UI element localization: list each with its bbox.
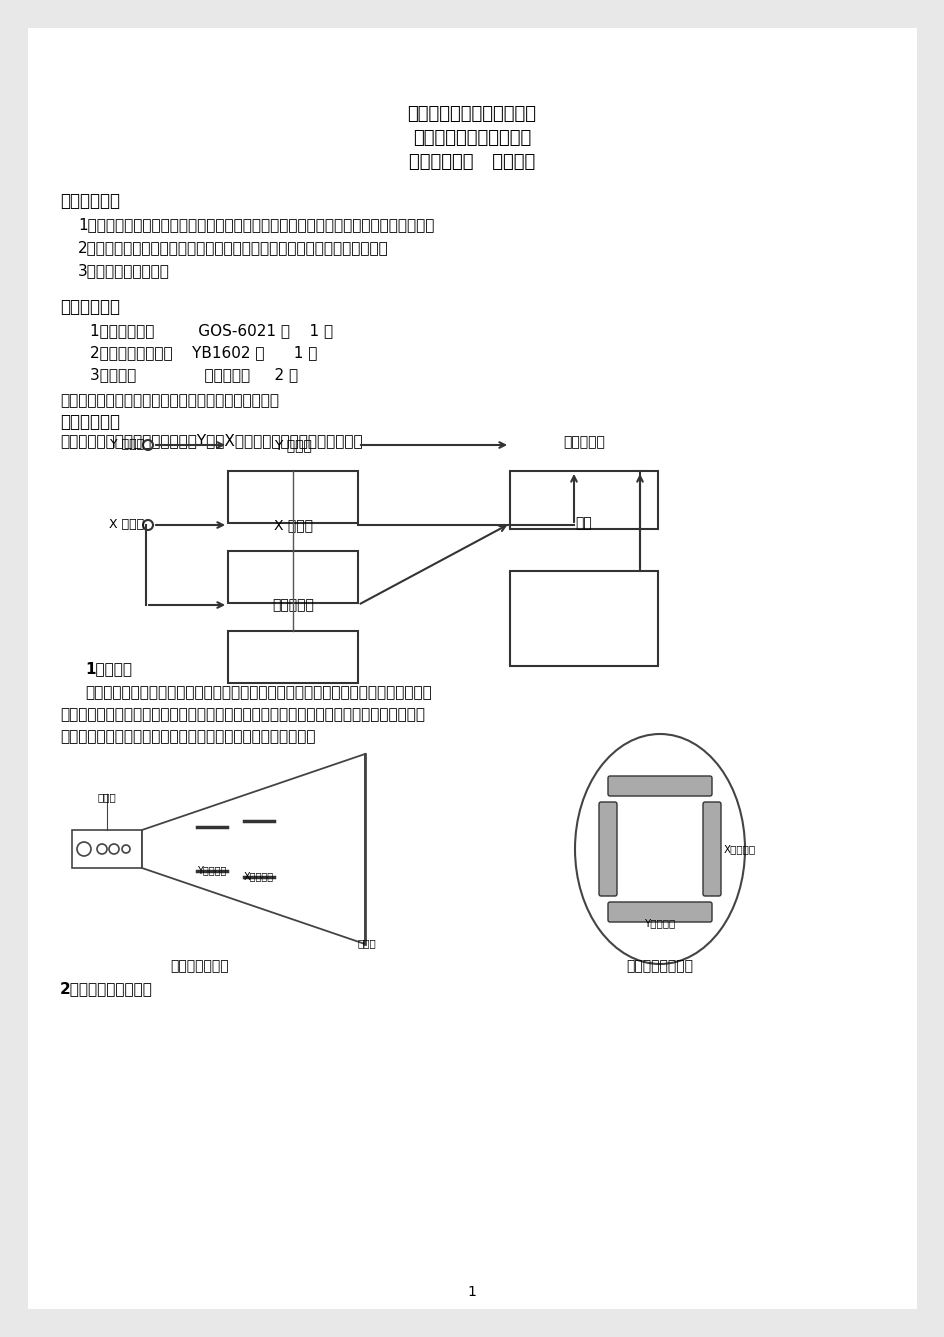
Text: X轴偏转板: X轴偏转板: [244, 870, 274, 881]
Text: Y 轴输入: Y 轴输入: [110, 439, 143, 452]
Text: 扫描和整步: 扫描和整步: [272, 598, 313, 612]
FancyBboxPatch shape: [510, 471, 657, 529]
Text: 物理实验报告示范文本：: 物理实验报告示范文本：: [413, 128, 531, 147]
Text: Y轴偏转板: Y轴偏转板: [197, 865, 227, 874]
Text: 右端的荧光屏上，屏上的荧光物发光形成一亮点。亮点在偏转板电压的作用下，位置也随之: 右端的荧光屏上，屏上的荧光物发光形成一亮点。亮点在偏转板电压的作用下，位置也随之: [59, 707, 425, 722]
FancyBboxPatch shape: [228, 631, 358, 683]
FancyBboxPatch shape: [702, 802, 720, 896]
Text: 2．熟悬使用示波器的基本方法，学会用示波器测量波形的电压幅度和频率；: 2．熟悬使用示波器的基本方法，学会用示波器测量波形的电压幅度和频率；: [78, 241, 388, 255]
Text: Y 轴放大: Y 轴放大: [274, 439, 312, 452]
FancyBboxPatch shape: [228, 551, 358, 603]
Text: 3．观察李萨如图形。: 3．观察李萨如图形。: [78, 263, 170, 278]
Text: 1、双踪示波器         GOS-6021 型    1 台: 1、双踪示波器 GOS-6021 型 1 台: [90, 324, 333, 338]
Text: 电子枪: 电子枪: [97, 792, 116, 802]
Text: 【实验原理】: 【实验原理】: [59, 413, 120, 431]
FancyBboxPatch shape: [72, 830, 142, 868]
Text: Y轴偏转板: Y轴偏转板: [644, 919, 675, 928]
FancyBboxPatch shape: [510, 571, 657, 666]
Text: 示波器和信号发生器的使用说明请熟读常用仪器部分。: 示波器和信号发生器的使用说明请熟读常用仪器部分。: [59, 393, 278, 408]
FancyBboxPatch shape: [607, 775, 711, 796]
Text: 1: 1: [467, 1285, 476, 1300]
Text: 1．了解示波器显示波形的原理，了解示波器各主要组成部分及它们之间的联系和配合；: 1．了解示波器显示波形的原理，了解示波器各主要组成部分及它们之间的联系和配合；: [78, 217, 434, 233]
Text: X 轴放大: X 轴放大: [273, 517, 312, 532]
Text: 3、连接线              示波器专用     2 根: 3、连接线 示波器专用 2 根: [90, 366, 297, 382]
Text: 包含数据处理   李萨如图: 包含数据处理 李萨如图: [409, 152, 534, 171]
Text: 【实验仪器】: 【实验仪器】: [59, 298, 120, 316]
Text: 示波管结构简图: 示波管结构简图: [171, 959, 229, 973]
Ellipse shape: [574, 734, 744, 964]
Text: 示波器由示波管、扫描同步系统、Y轴和X轴放大系统和电源四部分组成，: 示波器由示波管、扫描同步系统、Y轴和X轴放大系统和电源四部分组成，: [59, 433, 362, 448]
FancyBboxPatch shape: [228, 471, 358, 523]
Text: 电子示波管: 电子示波管: [563, 435, 604, 449]
Text: 荧光屏: 荧光屏: [357, 939, 376, 948]
Text: X 轴输入: X 轴输入: [109, 519, 143, 532]
FancyBboxPatch shape: [598, 802, 616, 896]
Polygon shape: [142, 754, 364, 944]
FancyBboxPatch shape: [28, 28, 916, 1309]
Text: 【实验目的】: 【实验目的】: [59, 193, 120, 210]
Text: 2、扫描与同步的作用: 2、扫描与同步的作用: [59, 981, 153, 996]
Text: 如图所示，左端为一电子枪，电子枪加热后发出一束电子，电子经电场加速以高速打在: 如图所示，左端为一电子枪，电子枪加热后发出一束电子，电子经电场加速以高速打在: [85, 685, 431, 701]
Text: 1、示波管: 1、示波管: [85, 660, 132, 677]
Text: 电源: 电源: [575, 516, 592, 531]
Text: 改变。在一定范围内，亮点的位移与偏转板上所加电压成正比。: 改变。在一定范围内，亮点的位移与偏转板上所加电压成正比。: [59, 729, 315, 743]
Text: X轴偏转板: X轴偏转板: [723, 844, 755, 854]
Text: 示波管内的偏转板: 示波管内的偏转板: [626, 959, 693, 973]
FancyBboxPatch shape: [607, 902, 711, 923]
Text: 2、函数信号发生器    YB1602 型      1 台: 2、函数信号发生器 YB1602 型 1 台: [90, 345, 317, 360]
Text: 《示波器的使用》实验报告: 《示波器的使用》实验报告: [407, 106, 536, 123]
